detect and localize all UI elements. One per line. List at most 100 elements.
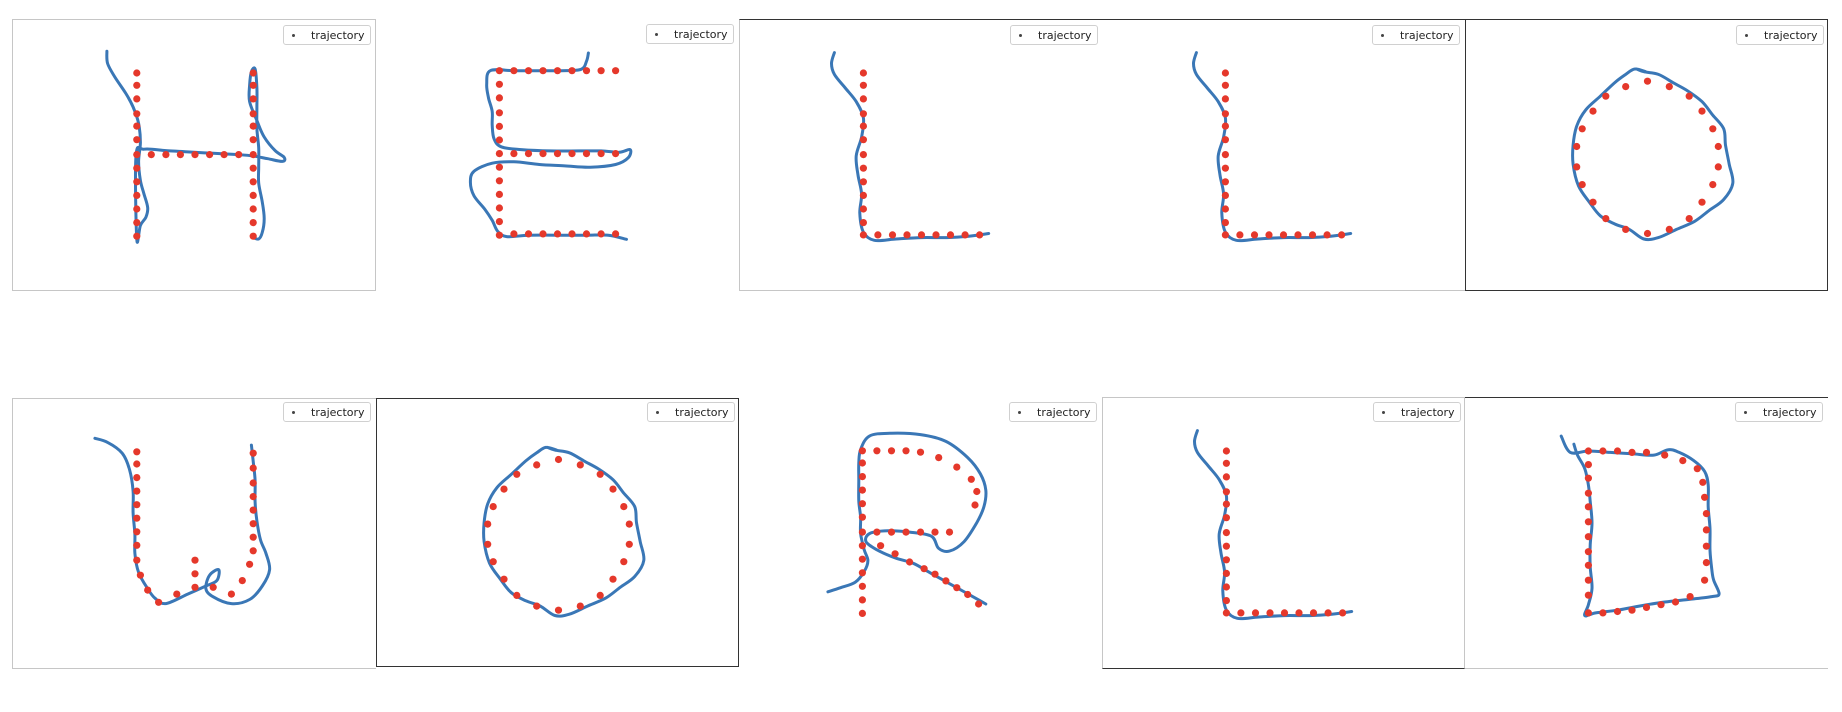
target-point — [147, 151, 155, 159]
plot-area — [93, 436, 272, 606]
target-point — [249, 191, 257, 199]
target-point — [510, 150, 518, 158]
target-point — [620, 558, 628, 566]
target-point — [877, 542, 885, 550]
target-point — [1280, 609, 1289, 617]
target-point — [1221, 122, 1229, 130]
target-point — [1222, 556, 1230, 564]
target-point — [1628, 606, 1636, 614]
target-point — [1599, 609, 1607, 617]
target-point — [1584, 533, 1592, 541]
trajectory-line — [1571, 67, 1735, 242]
target-point — [1584, 561, 1592, 569]
target-point — [953, 463, 961, 471]
target-point — [859, 219, 867, 227]
target-point — [1584, 609, 1592, 617]
target-point — [1222, 569, 1230, 577]
subplot-h: trajectory — [12, 19, 376, 291]
target-point — [917, 231, 926, 239]
target-point — [887, 528, 896, 536]
target-point — [1584, 576, 1592, 584]
subplot-d: trajectory — [1465, 397, 1828, 669]
target-point — [249, 164, 257, 172]
target-point — [916, 448, 925, 456]
target-point — [967, 475, 975, 483]
target-point — [1702, 510, 1710, 518]
legend-label: trajectory — [1763, 405, 1817, 419]
target-point — [227, 590, 235, 598]
target-point — [568, 67, 576, 75]
target-point — [209, 583, 217, 591]
legend-marker — [656, 410, 659, 414]
target-point — [249, 533, 257, 541]
target-point — [1709, 125, 1717, 133]
target-point — [1701, 576, 1709, 584]
target-point — [1584, 591, 1592, 599]
target-point — [133, 164, 141, 172]
target-point — [858, 473, 866, 481]
target-point — [191, 583, 199, 591]
target-point — [495, 150, 503, 158]
target-point — [1643, 229, 1652, 238]
target-point — [1309, 609, 1318, 617]
target-point — [859, 205, 867, 213]
target-point — [873, 528, 881, 536]
legend-marker — [1381, 33, 1384, 37]
target-point — [1221, 69, 1229, 77]
target-point — [1584, 461, 1592, 469]
target-point — [1266, 609, 1274, 617]
target-point — [1661, 451, 1669, 459]
subplot-o-1: trajectory — [1465, 19, 1828, 291]
plot-area — [1193, 429, 1354, 621]
target-point — [1699, 478, 1707, 486]
target-point — [1657, 601, 1665, 609]
target-point — [495, 177, 503, 185]
target-point — [524, 230, 533, 238]
target-point — [859, 95, 867, 103]
target-point — [1622, 225, 1630, 233]
target-point — [1221, 81, 1229, 89]
target-point — [136, 571, 144, 579]
target-point — [597, 230, 605, 238]
target-point — [133, 474, 141, 482]
target-point — [1222, 459, 1230, 467]
target-point — [1602, 215, 1610, 223]
target-point — [891, 550, 899, 558]
target-point — [874, 231, 882, 239]
target-point — [133, 69, 141, 77]
target-point — [1685, 92, 1693, 100]
target-point — [510, 230, 518, 238]
legend: trajectory — [283, 25, 371, 45]
target-point — [858, 459, 866, 467]
trajectory-line — [1192, 51, 1353, 243]
target-point — [582, 230, 591, 238]
target-point — [568, 230, 576, 238]
target-point — [173, 590, 181, 598]
plot-area — [468, 51, 633, 241]
target-point — [859, 178, 867, 186]
target-point — [1679, 457, 1687, 465]
target-point — [1221, 231, 1229, 239]
target-point — [576, 602, 584, 610]
plot-area — [1192, 51, 1353, 243]
target-point — [582, 67, 591, 75]
target-point — [1665, 225, 1673, 233]
target-point — [1686, 593, 1694, 601]
target-point — [133, 81, 141, 89]
trajectory-line — [1559, 434, 1721, 618]
target-point — [533, 461, 541, 469]
target-point — [249, 232, 257, 240]
target-point — [858, 500, 866, 508]
target-point — [1308, 231, 1317, 239]
target-point — [133, 514, 141, 522]
target-point — [1222, 529, 1230, 537]
trajectory-line — [468, 51, 633, 241]
target-point — [176, 151, 184, 159]
legend-label: trajectory — [675, 405, 729, 419]
subplot-r: trajectory — [739, 398, 1102, 669]
target-point — [1642, 448, 1651, 456]
target-point — [1221, 136, 1229, 144]
target-point — [554, 606, 563, 614]
target-point — [1698, 107, 1706, 115]
target-point — [1589, 198, 1597, 206]
